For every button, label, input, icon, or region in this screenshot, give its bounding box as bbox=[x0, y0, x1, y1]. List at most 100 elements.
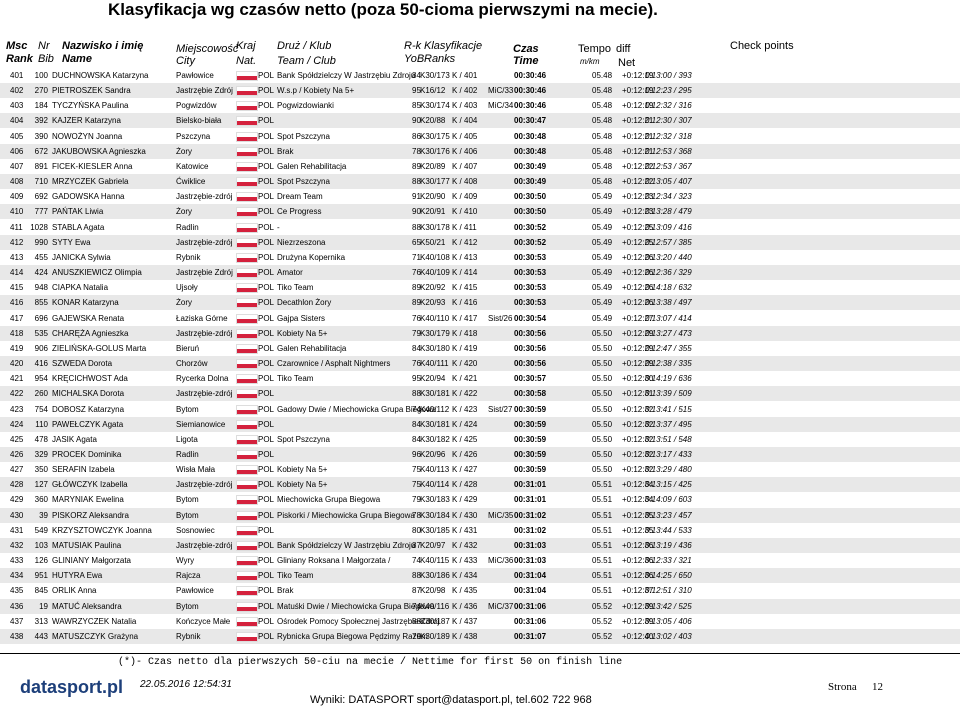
rank: 433 bbox=[10, 556, 24, 566]
yob: 76 bbox=[412, 359, 421, 369]
category-rank: K20/92 bbox=[420, 283, 446, 293]
row: 417 696 GAJEWSKA Renata Łaziska Górne POL Gaj… bbox=[0, 310, 960, 326]
row: 409 692 GADOWSKA Hanna Jastrzębie-zdrój POL D… bbox=[0, 189, 960, 205]
row: 437 313 WAWRZYCZEK Natalia Kończyce Małe POL… bbox=[0, 613, 960, 629]
net-time: 0:13:07 / 414 bbox=[645, 313, 692, 323]
rank: 405 bbox=[10, 131, 24, 141]
name: MRZYCZEK Gabriela bbox=[52, 177, 129, 187]
diff: +0:12:39 bbox=[622, 601, 654, 611]
city: Ujsoły bbox=[176, 283, 198, 293]
bib: 990 bbox=[34, 237, 48, 247]
classification: K / 415 bbox=[452, 283, 478, 293]
pace: 05.48 bbox=[592, 101, 613, 111]
net-time: 0:13:15 / 425 bbox=[645, 480, 692, 490]
name: PAŃTAK Liwia bbox=[52, 207, 104, 217]
flag bbox=[236, 268, 258, 279]
classification: K / 418 bbox=[452, 328, 478, 338]
city: Rycerka Dolna bbox=[176, 374, 229, 384]
classification: K / 434 bbox=[452, 571, 478, 581]
city: Pawłowice bbox=[176, 71, 214, 80]
flag bbox=[236, 389, 258, 400]
bib: 103 bbox=[34, 540, 48, 550]
city: Rajcza bbox=[176, 571, 201, 581]
row: 429 360 MARYNIAK Ewelina Bytom POL Miechowick… bbox=[0, 492, 960, 508]
club: Miechowicka Grupa Biegowa bbox=[277, 495, 381, 505]
yob: 75 bbox=[412, 480, 421, 490]
net-time: 0:13:38 / 497 bbox=[645, 298, 692, 308]
rank: 432 bbox=[10, 540, 24, 550]
city: Jastrzębie-zdrój bbox=[176, 328, 233, 338]
nat: POL bbox=[258, 252, 275, 262]
rank: 410 bbox=[10, 207, 24, 217]
name: ORLIK Anna bbox=[52, 586, 97, 596]
rank: 436 bbox=[10, 601, 24, 611]
bib: 535 bbox=[34, 328, 48, 338]
club: Spot Pszczyna bbox=[277, 177, 330, 187]
category-rank: K40/113 bbox=[420, 465, 450, 475]
classification: K / 401 bbox=[452, 71, 478, 80]
nat: POL bbox=[258, 404, 275, 414]
club: Bank Spółdzielczy W Jastrzębiu Zdroju bbox=[277, 71, 416, 80]
name: TYCZYŃSKA Paulina bbox=[52, 101, 129, 111]
name: KAJZER Katarzyna bbox=[52, 116, 121, 126]
city: Katowice bbox=[176, 161, 209, 171]
category-rank: K30/184 bbox=[420, 510, 450, 520]
name: JANICKA Sylwia bbox=[52, 252, 111, 262]
bib: 270 bbox=[34, 86, 48, 96]
city: Łaziska Górne bbox=[176, 313, 228, 323]
city: Bytom bbox=[176, 404, 199, 414]
flag bbox=[236, 616, 258, 627]
city: Bytom bbox=[176, 601, 199, 611]
pace: 05.50 bbox=[592, 374, 613, 384]
city: Pszczyna bbox=[176, 131, 211, 141]
classification: K / 428 bbox=[452, 480, 478, 490]
rank: 401 bbox=[10, 71, 24, 80]
time: 00:30:46 bbox=[514, 101, 547, 111]
flag bbox=[236, 252, 258, 263]
time: 00:30:50 bbox=[514, 192, 547, 202]
row: 408 710 MRZYCZEK Gabriela Ćwiklice POL Spot P… bbox=[0, 174, 960, 190]
diff: +0:12:36 bbox=[622, 556, 654, 566]
name: KRĘCICHWOST Ada bbox=[52, 374, 128, 384]
row: 401 100 DUCHNOWSKA Katarzyna Pawłowice POL Ba… bbox=[0, 68, 960, 83]
yob: 84 bbox=[412, 434, 421, 444]
category-rank: K40/109 bbox=[420, 268, 450, 278]
pace: 05.49 bbox=[592, 298, 613, 308]
rank: 402 bbox=[10, 86, 24, 96]
city: Bytom bbox=[176, 510, 199, 520]
city: Jastrzębie-zdrój bbox=[176, 389, 233, 399]
category-rank: K30/175 bbox=[420, 131, 450, 141]
nat: POL bbox=[258, 359, 275, 369]
row: 420 416 SZWEDA Dorota Chorzów POL Czarownice … bbox=[0, 356, 960, 372]
rank: 420 bbox=[10, 359, 24, 369]
row: 423 754 DOBOSZ Katarzyna Bytom POL Gadowy Dwi… bbox=[0, 401, 960, 417]
yob: 65 bbox=[412, 237, 421, 247]
pace: 05.52 bbox=[592, 631, 613, 641]
flag bbox=[236, 177, 258, 188]
header-label: YoB bbox=[404, 53, 425, 65]
diff: +0:12:22 bbox=[622, 161, 654, 171]
flag bbox=[236, 419, 258, 430]
net-time: 0:13:41 / 515 bbox=[645, 404, 692, 414]
bib: 954 bbox=[34, 374, 48, 384]
bib: 672 bbox=[34, 146, 48, 156]
name: MATUĆ Aleksandra bbox=[52, 601, 122, 611]
nat: POL bbox=[258, 510, 275, 520]
club: Tiko Team bbox=[277, 374, 314, 384]
yob: 74 bbox=[412, 556, 421, 566]
bib: 455 bbox=[34, 252, 48, 262]
flag bbox=[236, 116, 258, 127]
category-rank: K20/98 bbox=[420, 586, 446, 596]
flag bbox=[236, 192, 258, 203]
time: 00:30:46 bbox=[514, 86, 547, 96]
club: Niezrzeszona bbox=[277, 237, 326, 247]
row: 436 19 MATUĆ Aleksandra Bytom POL Matuśki Dwi… bbox=[0, 598, 960, 614]
classification-2: MiC/33 bbox=[488, 86, 514, 96]
diff: +0:12:39 bbox=[622, 616, 654, 626]
nat: POL bbox=[258, 480, 275, 490]
nat: POL bbox=[258, 222, 275, 232]
flag bbox=[236, 465, 258, 476]
bib: 443 bbox=[34, 631, 48, 641]
rank: 437 bbox=[10, 616, 24, 626]
